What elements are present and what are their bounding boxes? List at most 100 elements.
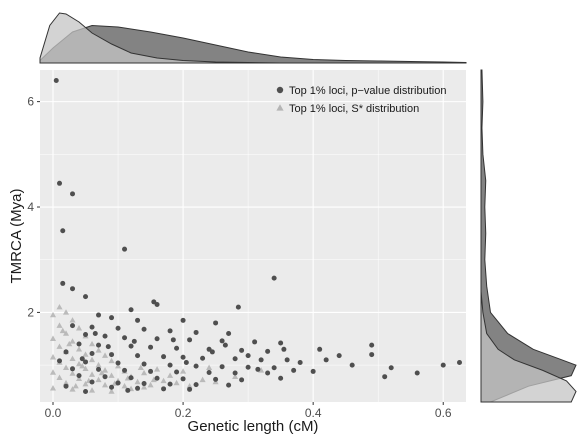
point-pvalue [83, 332, 89, 338]
legend-marker-pvalue [276, 86, 284, 94]
point-sstar [75, 325, 83, 331]
y-tick-label: 6 [27, 95, 34, 109]
point-sstar [180, 368, 187, 374]
x-axis-ticks: 0.0 0.2 0.4 0.6 [45, 402, 452, 420]
point-pvalue [323, 357, 329, 363]
point-sstar [49, 335, 57, 342]
x-tick-label: 0.2 [175, 406, 192, 420]
point-pvalue [336, 353, 342, 359]
point-sstar [232, 373, 239, 379]
point-pvalue [284, 357, 290, 363]
point-sstar [137, 364, 144, 370]
point-pvalue [131, 338, 137, 344]
x-tick-label: 0.6 [435, 406, 452, 420]
point-pvalue [252, 339, 258, 345]
point-pvalue [115, 325, 121, 331]
point-sstar [186, 382, 193, 389]
point-sstar [82, 351, 89, 357]
point-sstar [49, 369, 57, 375]
point-sstar [95, 361, 102, 368]
point-sstar [62, 330, 70, 336]
point-sstar [108, 357, 115, 364]
point-sstar [88, 371, 96, 377]
point-sstar [141, 384, 148, 390]
point-pvalue [105, 344, 111, 350]
point-pvalue [83, 388, 89, 394]
point-sstar [199, 376, 206, 383]
point-pvalue [60, 228, 66, 234]
legend-marker-sstar [276, 104, 284, 111]
point-pvalue [109, 352, 115, 358]
legend-label-sstar: Top 1% loci, S* distribution [289, 103, 419, 115]
point-sstar [72, 382, 79, 389]
point-pvalue [180, 317, 186, 323]
plot-panel [40, 70, 466, 402]
point-pvalue [63, 383, 69, 389]
point-sstar [56, 374, 63, 380]
point-sstar [154, 366, 161, 372]
point-sstar [108, 388, 115, 394]
point-pvalue [57, 358, 63, 364]
point-pvalue [440, 362, 446, 368]
point-pvalue [193, 329, 199, 335]
point-pvalue [89, 324, 95, 330]
x-axis-title: Genetic length (cM) [188, 418, 319, 435]
point-pvalue [167, 328, 173, 334]
point-pvalue [255, 366, 261, 372]
point-sstar [82, 365, 89, 372]
point-pvalue [369, 352, 375, 358]
point-sstar [69, 338, 76, 344]
point-pvalue [271, 275, 277, 281]
point-pvalue [96, 312, 102, 318]
point-pvalue [161, 386, 167, 392]
point-pvalue [115, 380, 121, 386]
point-pvalue [135, 385, 141, 391]
point-pvalue [154, 336, 160, 342]
point-pvalue [122, 335, 128, 341]
point-pvalue [291, 367, 297, 373]
point-pvalue [89, 379, 95, 385]
point-pvalue [141, 326, 147, 332]
point-sstar [98, 369, 105, 376]
point-pvalue [57, 180, 63, 186]
point-pvalue [167, 381, 173, 387]
point-pvalue [122, 246, 128, 252]
point-sstar [101, 367, 109, 373]
point-pvalue [170, 337, 176, 343]
y-tick-label: 2 [27, 305, 34, 319]
point-pvalue [161, 354, 167, 360]
point-pvalue [206, 369, 212, 375]
point-pvalue [109, 315, 115, 321]
point-sstar [69, 386, 76, 392]
point-pvalue [258, 357, 264, 363]
point-sstar [66, 340, 73, 347]
point-pvalue [213, 376, 219, 382]
point-sstar [101, 381, 109, 388]
point-sstar [69, 370, 76, 376]
point-pvalue [141, 361, 147, 367]
point-pvalue [83, 294, 89, 300]
point-pvalue [122, 367, 128, 373]
point-pvalue [200, 355, 206, 361]
y-tick-label: 4 [27, 200, 34, 214]
point-pvalue [235, 304, 241, 310]
point-pvalue [232, 356, 238, 362]
point-pvalue [76, 341, 82, 347]
point-pvalue [310, 368, 316, 374]
point-pvalue [271, 365, 277, 371]
point-pvalue [148, 344, 154, 350]
point-pvalue [265, 348, 271, 354]
point-pvalue [239, 377, 245, 383]
point-sstar [173, 379, 180, 386]
point-sstar [115, 362, 122, 369]
point-sstar [167, 372, 174, 378]
point-pvalue [174, 369, 180, 375]
point-sstar [150, 376, 157, 383]
point-pvalue [456, 359, 462, 365]
point-pvalue [226, 382, 232, 388]
point-pvalue [265, 370, 271, 376]
right-marginal-density [480, 69, 577, 403]
point-sstar [147, 381, 154, 388]
point-sstar [75, 375, 83, 382]
point-pvalue [102, 333, 108, 339]
